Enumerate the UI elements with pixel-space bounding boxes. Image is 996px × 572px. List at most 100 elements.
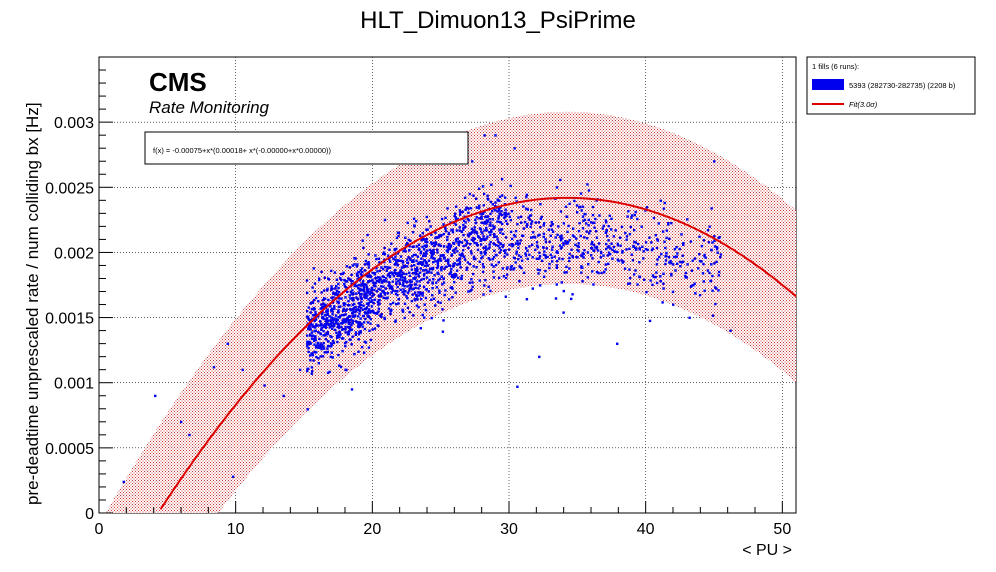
- data-point: [453, 262, 456, 265]
- data-point: [327, 298, 330, 302]
- data-point: [530, 222, 533, 225]
- data-point: [415, 304, 419, 307]
- data-point: [710, 207, 713, 210]
- data-point: [461, 210, 464, 213]
- data-point: [317, 357, 320, 360]
- data-point: [559, 239, 563, 242]
- data-point: [353, 263, 356, 266]
- data-point: [662, 272, 665, 275]
- data-point: [475, 243, 479, 247]
- data-point: [616, 242, 619, 246]
- data-point: [707, 241, 711, 244]
- data-point: [675, 246, 678, 249]
- data-point: [469, 250, 473, 253]
- data-point: [565, 215, 568, 218]
- data-point: [323, 289, 326, 292]
- data-point: [606, 234, 609, 238]
- data-point: [352, 310, 355, 313]
- data-point: [471, 285, 474, 289]
- data-point: [497, 207, 501, 210]
- data-point: [413, 245, 416, 248]
- data-point: [307, 326, 310, 330]
- data-point: [531, 287, 534, 290]
- data-point: [488, 218, 491, 221]
- data-point: [525, 222, 529, 226]
- data-point: [472, 265, 475, 268]
- data-point: [324, 334, 327, 337]
- data-point: [495, 235, 498, 238]
- data-point: [323, 351, 326, 354]
- data-point: [363, 327, 367, 331]
- data-point: [421, 245, 424, 249]
- data-point: [359, 297, 363, 300]
- data-point: [391, 301, 395, 305]
- data-point: [680, 261, 684, 264]
- data-point: [425, 276, 429, 279]
- data-point: [651, 247, 654, 250]
- data-point: [396, 290, 399, 293]
- data-point: [440, 275, 443, 279]
- data-point: [371, 271, 374, 275]
- data-point: [425, 237, 428, 241]
- data-point: [510, 264, 514, 268]
- data-point: [449, 270, 453, 273]
- data-point: [337, 290, 341, 294]
- data-point: [489, 240, 492, 244]
- data-point: [567, 241, 570, 244]
- data-point: [427, 290, 430, 293]
- data-point: [550, 228, 553, 231]
- data-point: [467, 235, 470, 238]
- data-point: [432, 278, 435, 281]
- data-point: [555, 259, 559, 263]
- data-point: [359, 330, 362, 333]
- data-point: [357, 333, 361, 336]
- data-point: [655, 281, 659, 285]
- data-point: [344, 302, 347, 305]
- x-tick-label: 30: [500, 521, 518, 538]
- data-point: [713, 160, 716, 163]
- data-point: [470, 252, 473, 255]
- data-point: [412, 217, 416, 220]
- data-points: [122, 134, 732, 484]
- data-point: [581, 251, 584, 255]
- data-point: [460, 230, 463, 234]
- data-point: [348, 326, 351, 329]
- data-point: [607, 262, 610, 265]
- data-point: [357, 276, 360, 280]
- data-point: [339, 305, 342, 308]
- data-point: [579, 234, 582, 238]
- data-point: [330, 288, 333, 292]
- data-point: [362, 304, 365, 307]
- data-point: [423, 316, 426, 319]
- data-point: [612, 235, 616, 238]
- data-point: [514, 242, 518, 245]
- data-point: [422, 269, 426, 272]
- data-point: [422, 254, 425, 258]
- data-point: [409, 258, 412, 262]
- data-point: [469, 243, 472, 246]
- data-point: [397, 231, 400, 234]
- data-point: [544, 240, 548, 244]
- data-point: [453, 221, 456, 225]
- data-point: [339, 273, 343, 276]
- data-point: [423, 272, 426, 276]
- data-point: [434, 236, 437, 240]
- data-point: [496, 238, 499, 241]
- data-point: [357, 287, 360, 290]
- data-point: [542, 235, 545, 239]
- data-point: [326, 347, 329, 350]
- data-point: [365, 287, 369, 291]
- data-point: [411, 272, 415, 275]
- data-point: [518, 242, 521, 245]
- data-point: [394, 255, 397, 258]
- data-point: [659, 280, 662, 283]
- y-axis-label: pre-deadtime unprescaled rate / num coll…: [23, 102, 42, 505]
- data-point: [628, 247, 631, 250]
- data-point: [620, 225, 624, 229]
- data-point: [534, 248, 537, 252]
- data-point: [360, 300, 363, 304]
- data-point: [577, 242, 580, 245]
- data-point: [341, 319, 344, 322]
- data-point: [319, 320, 322, 323]
- data-point: [386, 266, 389, 269]
